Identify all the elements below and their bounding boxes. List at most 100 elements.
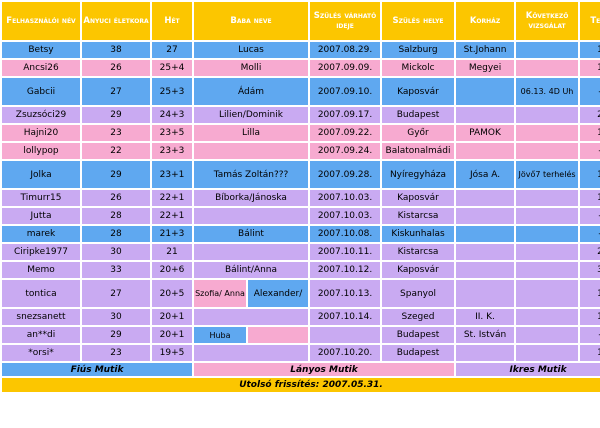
- cell-baby-name: Bíborka/Jánoska: [194, 190, 309, 206]
- cell-mother-age: 33: [82, 262, 150, 278]
- cell-username: an**di: [2, 327, 80, 343]
- cell-birth-place: Kaposvár: [382, 78, 455, 105]
- cell-week: 25+4: [152, 60, 192, 76]
- cell-birth-place: Budapest: [382, 345, 455, 361]
- table-row: Jolka 29 23+1 Tamás Zoltán??? 2007.09.28. Nyí…: [2, 161, 600, 188]
- cell-mother-age: 27: [82, 78, 150, 105]
- header-mother-age: Anyuci életkora: [82, 2, 150, 40]
- cell-due-date: 2007.09.17.: [310, 107, 381, 123]
- header-week: Hét: [152, 2, 192, 40]
- cell-username: Jutta: [2, 208, 80, 224]
- due-date-table: Felhasználói név Anyuci életkora Hét Bab…: [2, 2, 600, 392]
- cell-next-exam: [516, 262, 579, 278]
- cell-baby-name-a: Huba: [194, 327, 246, 343]
- cell-username: snezsanett: [2, 309, 80, 325]
- cell-birth-place: Szeged: [382, 309, 455, 325]
- cell-hospital: PAMOK: [456, 125, 515, 141]
- table-row: Timurr15 26 22+1 Bíborka/Jánoska 2007.10.03.…: [2, 190, 600, 206]
- cell-birth-place: Győr: [382, 125, 455, 141]
- cell-week: 24+3: [152, 107, 192, 123]
- cell-baby-name: [194, 345, 309, 361]
- cell-baby-name: [194, 309, 309, 325]
- cell-username: marek: [2, 226, 80, 242]
- cell-birth-place: Budapest: [382, 327, 455, 343]
- cell-sibling: 1: [580, 190, 600, 206]
- cell-sibling: 1: [580, 42, 600, 58]
- cell-hospital: St.Johann: [456, 42, 515, 58]
- cell-week: 21: [152, 244, 192, 260]
- cell-hospital: St. István: [456, 327, 515, 343]
- cell-baby-name: [194, 208, 309, 224]
- cell-mother-age: 38: [82, 42, 150, 58]
- cell-due-date: 2007.10.13.: [310, 280, 381, 307]
- cell-next-exam: [516, 208, 579, 224]
- header-row: Felhasználói név Anyuci életkora Hét Bab…: [2, 2, 600, 40]
- cell-due-date: [310, 327, 381, 343]
- cell-hospital: II. K.: [456, 309, 515, 325]
- cell-week: 20+1: [152, 327, 192, 343]
- cell-baby-name: [194, 244, 309, 260]
- header-username: Felhasználói név: [2, 2, 80, 40]
- cell-sibling: 2: [580, 107, 600, 123]
- cell-username: Timurr15: [2, 190, 80, 206]
- cell-mother-age: 30: [82, 244, 150, 260]
- cell-sibling: -: [580, 226, 600, 242]
- header-next-exam: Következő vizsgálat: [516, 2, 579, 40]
- cell-baby-name: Molli: [194, 60, 309, 76]
- cell-week: 25+3: [152, 78, 192, 105]
- cell-mother-age: 29: [82, 161, 150, 188]
- cell-due-date: 2007.09.28.: [310, 161, 381, 188]
- cell-week: 22+1: [152, 208, 192, 224]
- cell-week: 22+1: [152, 190, 192, 206]
- table-row: Ancsi26 26 25+4 Molli 2007.09.09. Mickolc Megy…: [2, 60, 600, 76]
- cell-hospital: [456, 208, 515, 224]
- cell-mother-age: 27: [82, 280, 150, 307]
- cell-hospital: [456, 226, 515, 242]
- cell-baby-name-a: Szofia/ Anna: [194, 280, 246, 307]
- cell-username: Zsuzsóci29: [2, 107, 80, 123]
- cell-mother-age: 23: [82, 125, 150, 141]
- cell-baby-name: [194, 143, 309, 159]
- header-baby-name: Baba neve: [194, 2, 309, 40]
- cell-birth-place: Salzburg: [382, 42, 455, 58]
- cell-due-date: 2007.09.09.: [310, 60, 381, 76]
- cell-next-exam: 06.13. 4D Uh: [516, 78, 579, 105]
- cell-week: 23+5: [152, 125, 192, 141]
- cell-mother-age: 29: [82, 327, 150, 343]
- cell-sibling: 1: [580, 60, 600, 76]
- header-hospital: Korház: [456, 2, 515, 40]
- cell-mother-age: 29: [82, 107, 150, 123]
- cell-next-exam: [516, 143, 579, 159]
- cell-next-exam: [516, 60, 579, 76]
- cell-due-date: 2007.10.03.: [310, 190, 381, 206]
- cell-username: Hajni20: [2, 125, 80, 141]
- cell-baby-name: Lilien/Dominik: [194, 107, 309, 123]
- cell-next-exam: [516, 125, 579, 141]
- cell-sibling: 2: [580, 244, 600, 260]
- cell-due-date: 2007.09.10.: [310, 78, 381, 105]
- cell-hospital: [456, 280, 515, 307]
- cell-week: 23+3: [152, 143, 192, 159]
- cell-baby-name-b: [248, 327, 309, 343]
- cell-week: 20+5: [152, 280, 192, 307]
- cell-mother-age: 23: [82, 345, 150, 361]
- cell-username: Ciripke1977: [2, 244, 80, 260]
- cell-birth-place: Kistarcsa: [382, 244, 455, 260]
- cell-week: 23+1: [152, 161, 192, 188]
- cell-sibling: 1: [580, 309, 600, 325]
- cell-due-date: 2007.10.14.: [310, 309, 381, 325]
- cell-username: Gabcii: [2, 78, 80, 105]
- cell-hospital: [456, 244, 515, 260]
- cell-next-exam: [516, 107, 579, 123]
- cell-due-date: 2007.09.24.: [310, 143, 381, 159]
- cell-week: 21+3: [152, 226, 192, 242]
- header-sibling: Tesó: [580, 2, 600, 40]
- cell-sibling: -: [580, 327, 600, 343]
- cell-birth-place: Mickolc: [382, 60, 455, 76]
- cell-birth-place: Budapest: [382, 107, 455, 123]
- cell-baby-name: Lucas: [194, 42, 309, 58]
- legend-row: Fiús Mutik Lányos Mutik Ikres Mutik: [2, 363, 600, 376]
